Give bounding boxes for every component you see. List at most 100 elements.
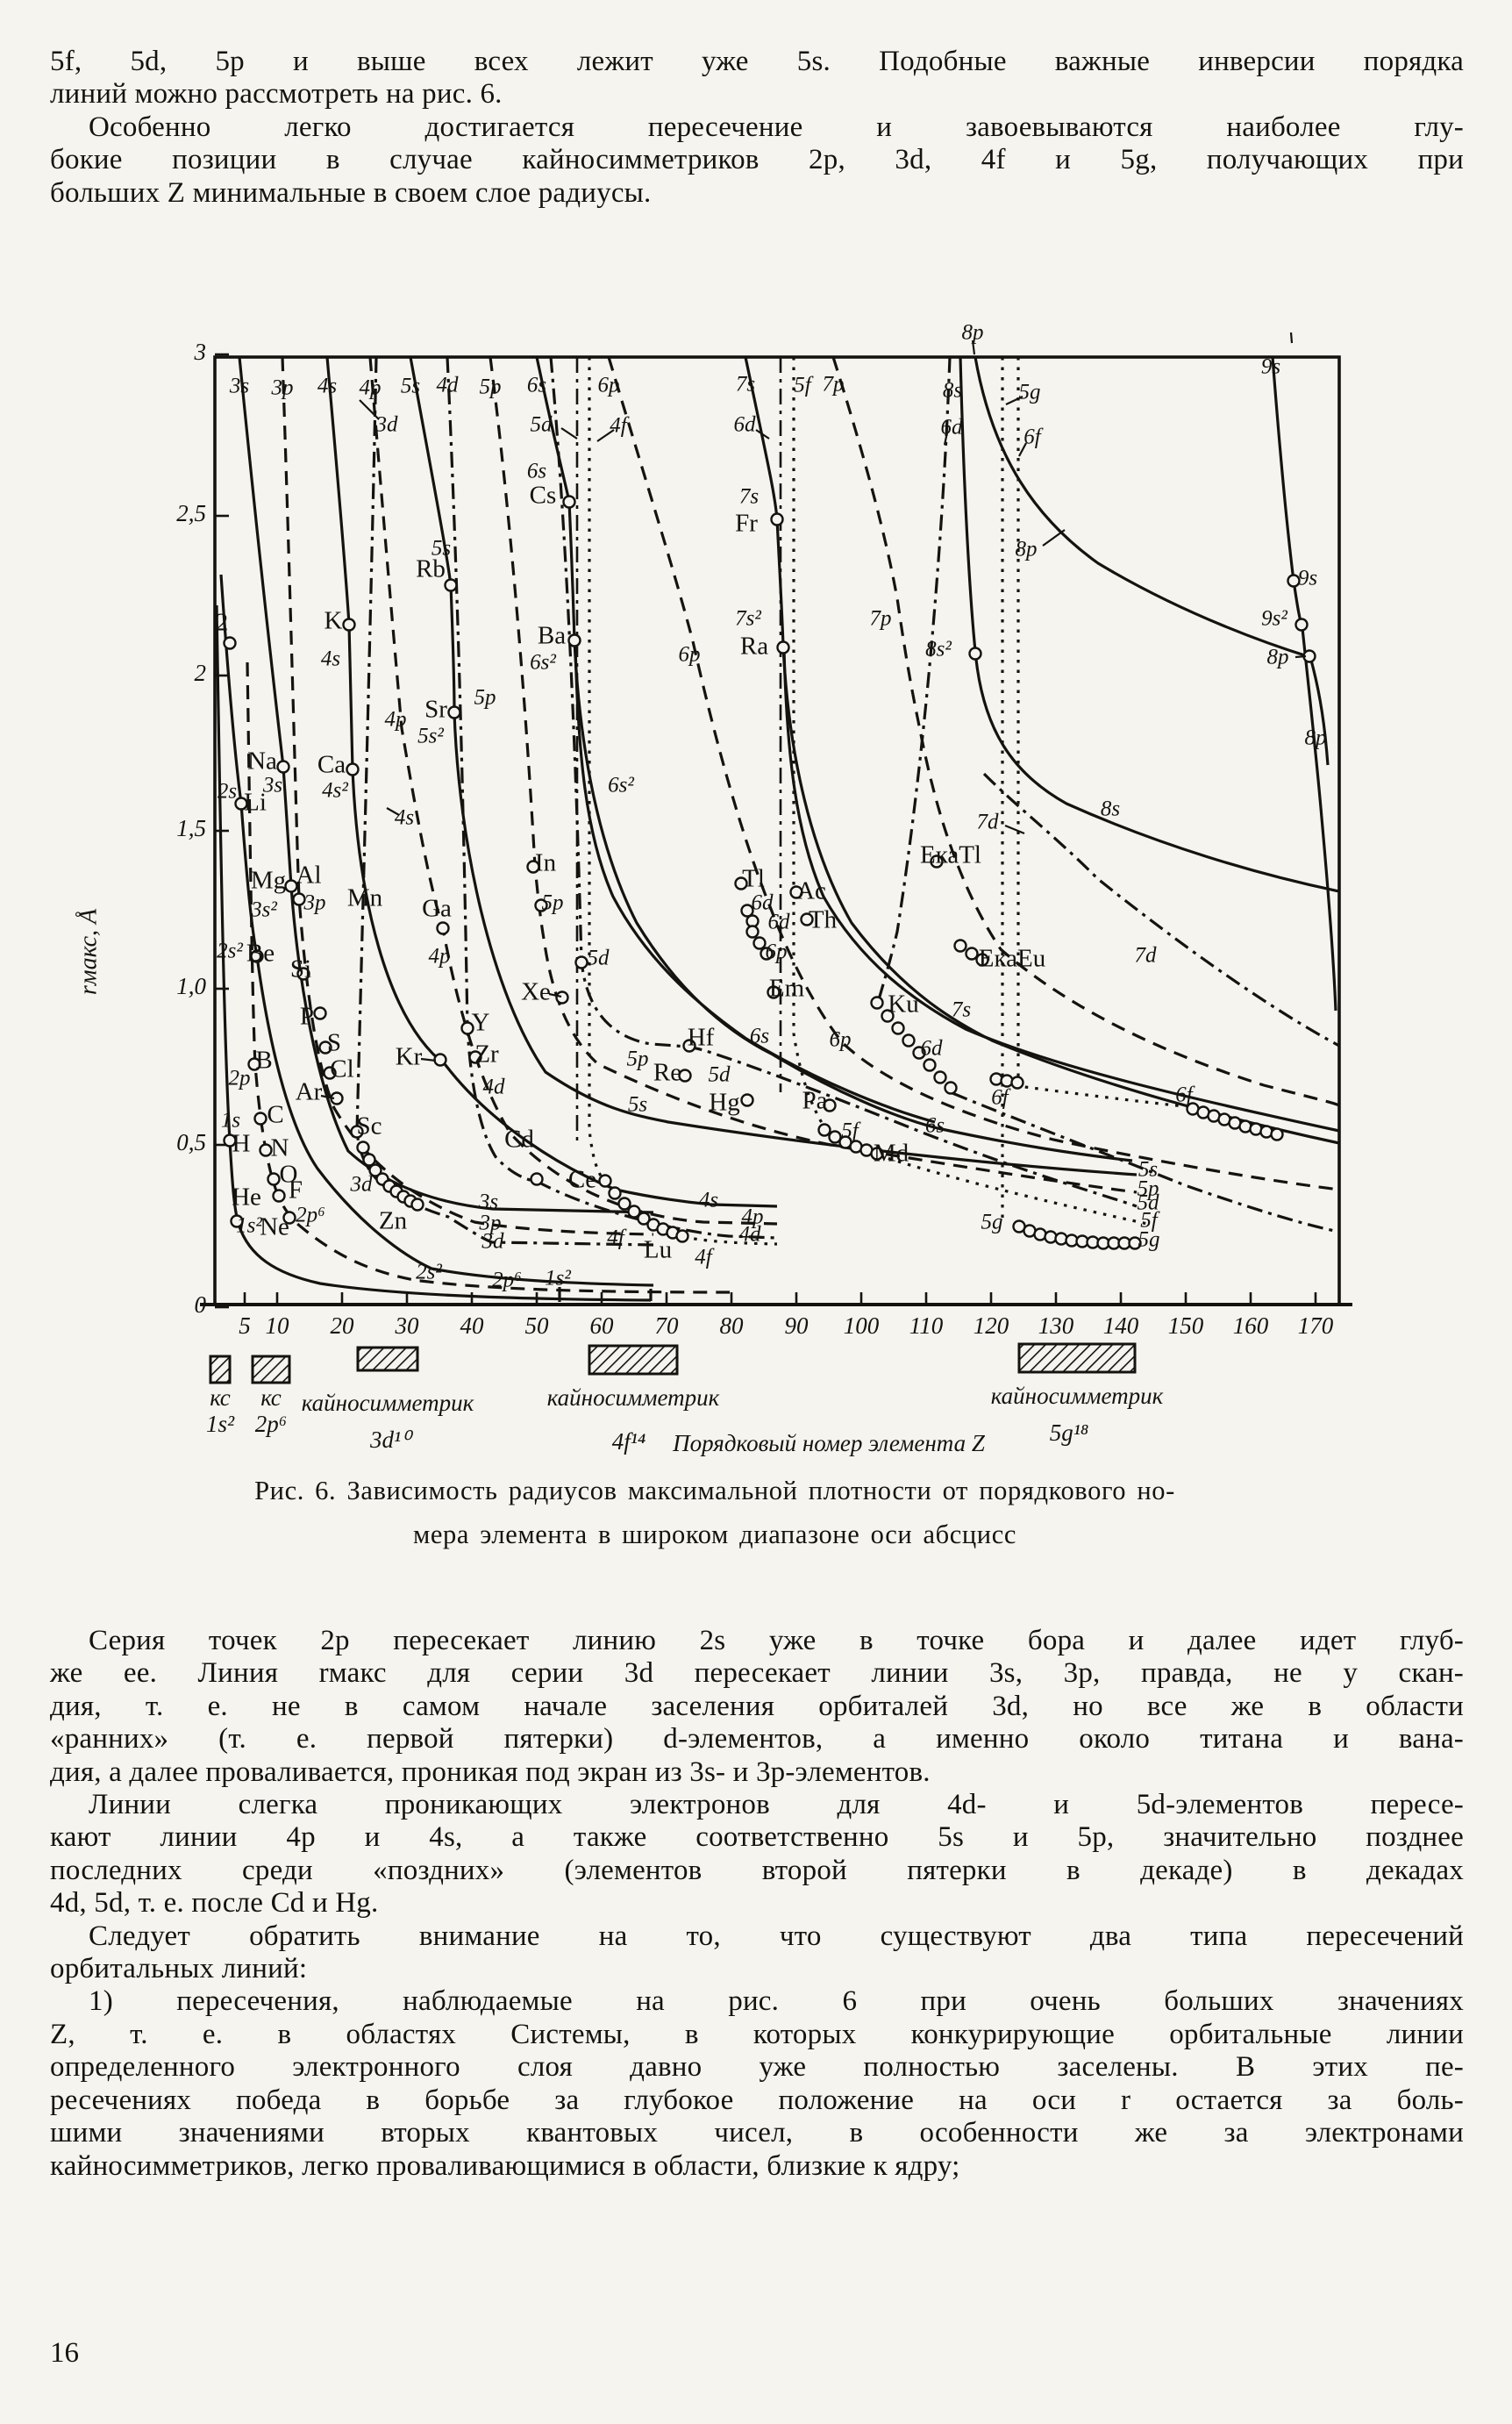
curve-label: 6s [925, 1114, 945, 1138]
data-point [468, 1050, 482, 1064]
text-line: ресечениях победа в борьбе за глубокое п… [50, 2084, 1464, 2116]
data-point [323, 1066, 337, 1080]
curve-label: 2s [218, 780, 237, 804]
curve-label: 4s [395, 806, 414, 830]
data-point [975, 953, 989, 967]
curve-label: Cl [330, 1055, 353, 1083]
curve-label: 5p [627, 1048, 649, 1071]
data-point [1270, 1127, 1284, 1141]
data-point [930, 854, 944, 869]
curve-7d [982, 772, 1340, 1048]
legend-label: 4f¹⁴ [612, 1428, 645, 1455]
data-point [526, 860, 540, 874]
data-point [912, 1046, 926, 1060]
curve-label: Y [472, 1009, 490, 1037]
curve-label: 7d [1135, 944, 1158, 968]
curve-label: S [327, 1029, 341, 1057]
curve-label: 5d [588, 947, 610, 970]
curve-label: 8p [1305, 726, 1327, 750]
data-point [734, 876, 748, 890]
curve-label: 6d [734, 413, 757, 437]
curve-label: 6f [1023, 425, 1044, 449]
curve-label: 7s [952, 998, 971, 1022]
curve-label: P [300, 1003, 314, 1031]
curve-label: 3s² [250, 898, 277, 922]
curve-5d [549, 356, 1138, 1208]
top-paragraph: 5f, 5d, 5p и выше всех лежит уже 5s. Под… [50, 46, 1464, 210]
legend-label: 5g¹⁸ [1050, 1419, 1088, 1446]
text-line: дия, т. е. не в самом начале заселения о… [50, 1690, 1464, 1722]
curve-label: Ga [422, 895, 452, 923]
data-point [989, 1072, 1003, 1086]
curve-label: 5d [709, 1063, 731, 1087]
x-tick-label: 130 [1038, 1312, 1074, 1339]
curve-label: Md [874, 1140, 909, 1168]
curve-label: 4s [317, 375, 337, 398]
curve-9s [1271, 356, 1337, 1012]
data-point [284, 879, 298, 893]
data-point [530, 1172, 544, 1186]
curve-label: Si [290, 955, 311, 983]
curve-label: 4f [695, 1246, 715, 1269]
curve-label: Ac [796, 877, 826, 905]
data-point [362, 1153, 376, 1167]
curve-label: 4p [360, 376, 382, 400]
curve-label: 2p [229, 1067, 251, 1090]
data-point [776, 640, 790, 654]
y-tick-label: 1,5 [176, 815, 206, 841]
y-tick-label: 0 [195, 1291, 207, 1318]
curve-label: 4p [385, 708, 407, 732]
body-text: Серия точек 2p пересекает линию 2s уже в… [50, 1625, 1464, 2183]
curve-label: Cs [530, 482, 557, 510]
curve-label: 5f [841, 1119, 861, 1143]
figure-chart: 5 10 20 30 40 50 60 70 80 90 100 110 120 130 140 150 160… [75, 321, 1352, 1456]
data-point [965, 947, 979, 961]
legend-hatch-box [251, 1355, 291, 1384]
curve-label: K [325, 607, 343, 635]
legend-label: кайносимметрик [547, 1384, 720, 1411]
curve-label: 4f [607, 1226, 627, 1250]
data-point [944, 1081, 958, 1095]
data-point [234, 797, 248, 811]
data-point [675, 1229, 689, 1243]
curve-label: 6s [527, 374, 546, 397]
curve-label: 6p [598, 374, 620, 397]
curve-label: 6d [752, 891, 774, 915]
curve-label: 4f [610, 414, 630, 438]
data-point [678, 1069, 692, 1083]
curve-label: 3d [481, 1230, 505, 1254]
y-tick-label: 1,0 [176, 973, 206, 999]
text-line: 4d, 5d, т. е. после Cd и Hg. [50, 1887, 379, 1920]
curve-8s [959, 356, 1340, 893]
curve-label: 5p [1138, 1177, 1159, 1201]
x-tick-label: 120 [974, 1312, 1009, 1339]
leader-line [1294, 654, 1307, 659]
curve-label: Na [247, 747, 277, 776]
data-point [933, 1070, 947, 1084]
curve-label: 1s² [545, 1267, 571, 1291]
data-point [800, 912, 814, 926]
curve-label: Cd [504, 1126, 534, 1154]
curve-label: 3s [229, 375, 249, 398]
curve-label: 8s [1101, 797, 1120, 821]
curve-label: 4d [437, 374, 460, 397]
data-point [953, 939, 967, 953]
curve-label: 5p [542, 891, 564, 915]
data-point [253, 1112, 267, 1126]
x-tick-label: 50 [525, 1312, 550, 1339]
data-point [574, 955, 588, 969]
x-tick-label: 5 [239, 1312, 251, 1339]
legend-label: кс [260, 1384, 282, 1411]
curve-7s2 [782, 648, 1340, 1133]
curve-label: Fr [735, 510, 758, 538]
curve-3d [355, 356, 654, 1247]
x-tick-label: 100 [844, 1312, 880, 1339]
curve-label: 6s² [608, 774, 634, 797]
curve-label: 2s² [217, 940, 243, 963]
data-point [250, 949, 264, 963]
data-point [598, 1174, 612, 1188]
curve-label: N [271, 1134, 289, 1162]
data-point [1287, 574, 1301, 588]
curve-label: 7s [739, 485, 759, 509]
